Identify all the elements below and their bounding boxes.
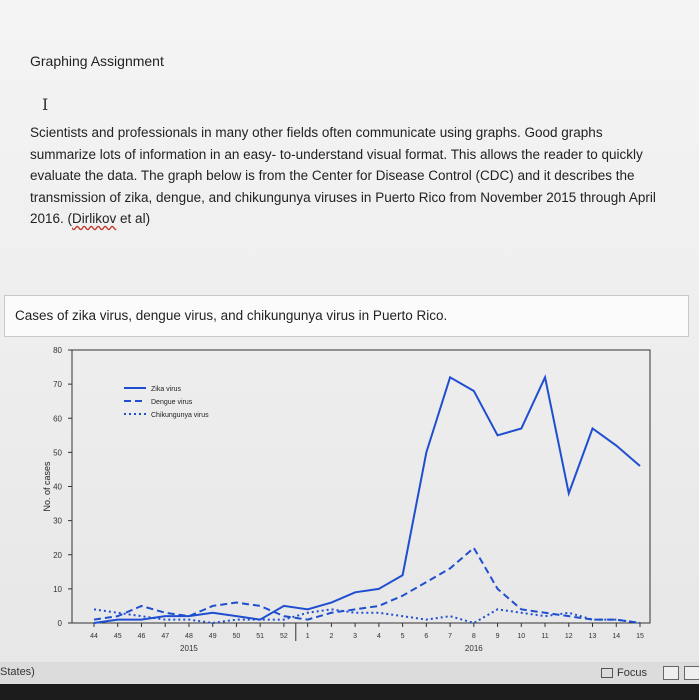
- year-label: 2015: [180, 644, 198, 653]
- y-tick-label: 30: [53, 517, 62, 526]
- y-tick-label: 0: [58, 619, 63, 628]
- series-line-chikungunya-virus: [93, 608, 641, 625]
- x-tick-label: 14: [612, 633, 620, 640]
- assignment-title: Graphing Assignment: [30, 53, 164, 69]
- y-tick-label: 20: [53, 551, 62, 560]
- figure-caption: Cases of zika virus, dengue virus, and c…: [15, 308, 448, 323]
- x-tick-label: 15: [636, 633, 644, 640]
- focus-mode-button[interactable]: Focus: [595, 662, 653, 684]
- x-tick-label: 47: [161, 633, 169, 640]
- text-cursor-icon: I: [42, 95, 49, 114]
- x-tick-label: 45: [114, 633, 122, 640]
- x-tick-label: 10: [517, 633, 525, 640]
- focus-icon: [601, 668, 613, 678]
- y-tick-label: 60: [53, 414, 62, 423]
- intro-paragraph[interactable]: Scientists and professionals in many oth…: [30, 122, 670, 230]
- y-tick-label: 10: [53, 585, 62, 594]
- x-tick-label: 50: [233, 633, 241, 640]
- series-line-dengue-virus: [93, 546, 641, 624]
- web-layout-icon[interactable]: [684, 666, 699, 680]
- focus-label: Focus: [617, 667, 647, 679]
- figure-caption-box[interactable]: Cases of zika virus, dengue virus, and c…: [4, 295, 689, 337]
- y-tick-label: 80: [53, 346, 62, 355]
- x-tick-label: 52: [280, 633, 288, 640]
- x-tick-label: 1: [306, 633, 310, 640]
- status-language: States): [0, 666, 35, 678]
- y-axis-label: No. of cases: [42, 461, 52, 512]
- year-label: 2016: [465, 644, 483, 653]
- y-tick-label: 70: [53, 380, 62, 389]
- legend-entry: Chikungunya virus: [151, 412, 209, 419]
- y-tick-label: 50: [53, 448, 62, 457]
- x-tick-label: 12: [565, 633, 573, 640]
- x-tick-label: 5: [401, 633, 405, 640]
- x-tick-label: 7: [448, 633, 452, 640]
- x-tick-label: 6: [424, 633, 428, 640]
- y-tick-label: 40: [53, 483, 62, 492]
- x-tick-label: 9: [496, 633, 500, 640]
- x-tick-label: 11: [541, 633, 548, 640]
- x-tick-label: 4: [377, 633, 381, 640]
- x-tick-label: 48: [185, 633, 193, 640]
- x-tick-label: 51: [256, 633, 264, 640]
- x-tick-label: 13: [589, 633, 597, 640]
- x-tick-label: 8: [472, 633, 476, 640]
- x-tick-label: 2: [329, 633, 333, 640]
- x-tick-label: 3: [353, 633, 357, 640]
- citation-author: Dirlikov: [72, 211, 117, 226]
- legend-entry: Dengue virus: [151, 399, 193, 406]
- x-tick-label: 46: [138, 633, 146, 640]
- x-tick-label: 49: [209, 633, 217, 640]
- x-tick-label: 44: [90, 633, 98, 640]
- legend-entry: Zika virus: [151, 386, 181, 393]
- paragraph-text: Scientists and professionals in many oth…: [30, 125, 656, 226]
- screen-bezel: [0, 684, 699, 700]
- citation-tail: et al): [116, 211, 151, 226]
- print-layout-icon[interactable]: [663, 666, 679, 680]
